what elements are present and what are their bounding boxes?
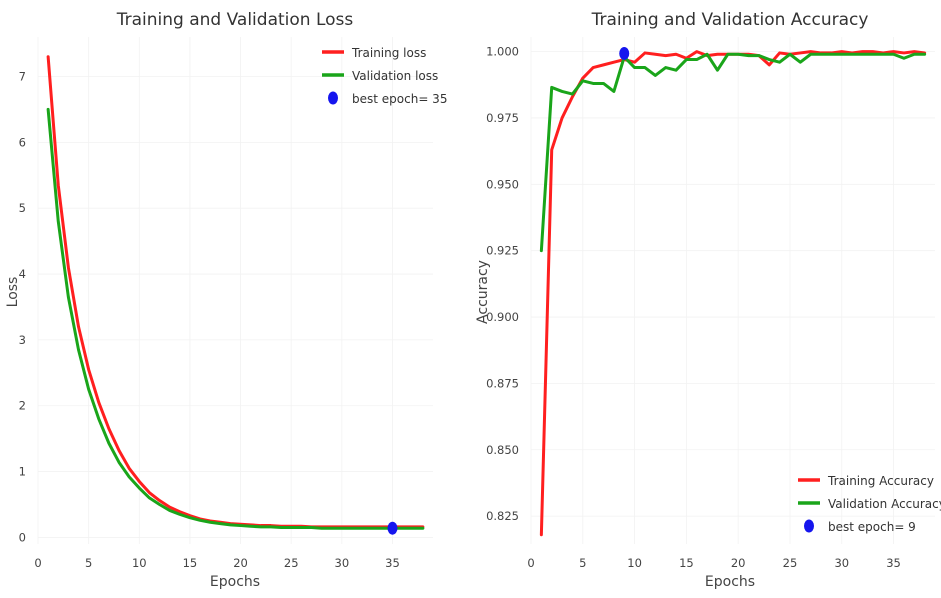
accuracy-plot-area bbox=[531, 37, 935, 544]
accuracy-x-tick-30: 30 bbox=[834, 556, 849, 570]
accuracy-x-tick-0: 0 bbox=[527, 556, 534, 570]
accuracy-x-tick-5: 5 bbox=[579, 556, 586, 570]
accuracy-best-epoch-marker bbox=[619, 46, 630, 60]
loss-x-tick-25: 25 bbox=[284, 556, 299, 570]
loss-chart-title: Training and Validation Loss bbox=[116, 10, 354, 30]
loss-y-tick-0: 0 bbox=[19, 530, 26, 544]
accuracy-y-axis-label: Accuracy bbox=[475, 260, 491, 324]
loss-y-ticks: 0 1 2 3 4 5 6 7 bbox=[19, 70, 26, 545]
loss-best-marker-group bbox=[387, 521, 398, 535]
loss-x-ticks: 0 5 10 15 20 25 30 35 bbox=[34, 556, 399, 570]
series-line-validation-accuracy bbox=[539, 52, 927, 253]
loss-series-lines bbox=[46, 55, 425, 530]
accuracy-y-ticks: 0.825 0.850 0.875 0.900 0.925 0.950 0.975 1.000 bbox=[486, 45, 519, 524]
legend-label-best-epoch: best epoch= 35 bbox=[352, 92, 447, 106]
accuracy-y-tick-0-975: 0.975 bbox=[486, 111, 519, 125]
loss-x-tick-35: 35 bbox=[385, 556, 400, 570]
loss-x-tick-30: 30 bbox=[335, 556, 350, 570]
accuracy-x-axis-label: Epochs bbox=[705, 574, 755, 590]
legend-swatch-best-epoch-accuracy bbox=[804, 519, 814, 533]
legend-label-validation-loss: Validation loss bbox=[352, 69, 438, 83]
accuracy-legend: Training Accuracy Validation Accuracy be… bbox=[798, 474, 941, 534]
loss-x-tick-15: 15 bbox=[183, 556, 198, 570]
loss-y-axis-label: Loss bbox=[5, 277, 21, 308]
loss-x-tick-5: 5 bbox=[85, 556, 92, 570]
loss-chart: Training and Validation Loss Epochs Loss… bbox=[5, 10, 447, 590]
accuracy-y-tick-0-925: 0.925 bbox=[486, 244, 519, 258]
accuracy-chart-title: Training and Validation Accuracy bbox=[591, 10, 869, 30]
loss-y-tick-3: 3 bbox=[19, 333, 26, 347]
accuracy-y-tick-1-000: 1.000 bbox=[486, 45, 519, 59]
accuracy-chart: Training and Validation Accuracy Epochs … bbox=[475, 10, 941, 590]
accuracy-grid bbox=[530, 37, 935, 544]
loss-x-tick-20: 20 bbox=[233, 556, 248, 570]
legend-label-training-accuracy: Training Accuracy bbox=[827, 474, 934, 488]
accuracy-y-tick-0-900: 0.900 bbox=[486, 310, 519, 324]
accuracy-x-tick-20: 20 bbox=[731, 556, 746, 570]
series-line-validation-loss bbox=[46, 107, 425, 530]
accuracy-x-tick-25: 25 bbox=[783, 556, 798, 570]
accuracy-x-ticks: 0 5 10 15 20 25 30 35 bbox=[527, 556, 901, 570]
legend-swatch-best-epoch bbox=[328, 91, 338, 105]
loss-legend: Training loss Validation loss best epoch… bbox=[322, 46, 447, 106]
loss-y-tick-7: 7 bbox=[19, 70, 26, 84]
loss-y-tick-1: 1 bbox=[19, 465, 26, 479]
accuracy-y-tick-0-850: 0.850 bbox=[486, 443, 519, 457]
loss-x-axis-label: Epochs bbox=[210, 574, 260, 590]
loss-x-tick-10: 10 bbox=[132, 556, 147, 570]
loss-y-tick-5: 5 bbox=[19, 201, 26, 215]
accuracy-x-tick-10: 10 bbox=[627, 556, 642, 570]
accuracy-series-lines bbox=[539, 50, 927, 537]
loss-y-tick-4: 4 bbox=[19, 267, 26, 281]
accuracy-x-tick-15: 15 bbox=[679, 556, 694, 570]
accuracy-y-tick-0-950: 0.950 bbox=[486, 177, 519, 191]
loss-grid bbox=[37, 37, 433, 544]
loss-x-tick-0: 0 bbox=[34, 556, 41, 570]
accuracy-y-tick-0-825: 0.825 bbox=[486, 509, 519, 523]
legend-label-best-epoch-accuracy: best epoch= 9 bbox=[828, 520, 916, 534]
accuracy-y-tick-0-875: 0.875 bbox=[486, 376, 519, 390]
loss-best-epoch-marker bbox=[387, 521, 398, 535]
loss-plot-area bbox=[38, 37, 433, 544]
accuracy-best-marker-group bbox=[619, 46, 630, 60]
loss-y-tick-2: 2 bbox=[19, 399, 26, 413]
accuracy-x-tick-35: 35 bbox=[886, 556, 901, 570]
loss-y-tick-6: 6 bbox=[19, 135, 26, 149]
legend-label-training-loss: Training loss bbox=[351, 46, 426, 60]
legend-label-validation-accuracy: Validation Accuracy bbox=[828, 497, 941, 511]
